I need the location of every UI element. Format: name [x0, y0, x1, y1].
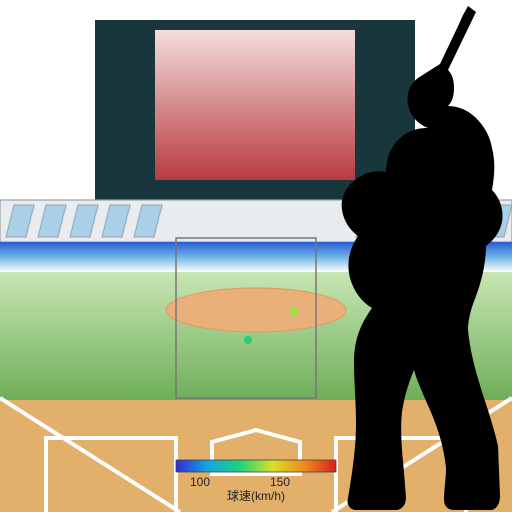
legend-tick-label: 150: [270, 475, 290, 489]
pitch-marker: [244, 336, 252, 344]
scoreboard-screen: [155, 30, 355, 180]
legend-tick-label: 100: [190, 475, 210, 489]
legend-title: 球速(km/h): [227, 489, 285, 503]
speed-legend-bar: [176, 460, 336, 472]
pitch-marker: [290, 308, 298, 316]
pitchers-mound: [166, 288, 346, 332]
